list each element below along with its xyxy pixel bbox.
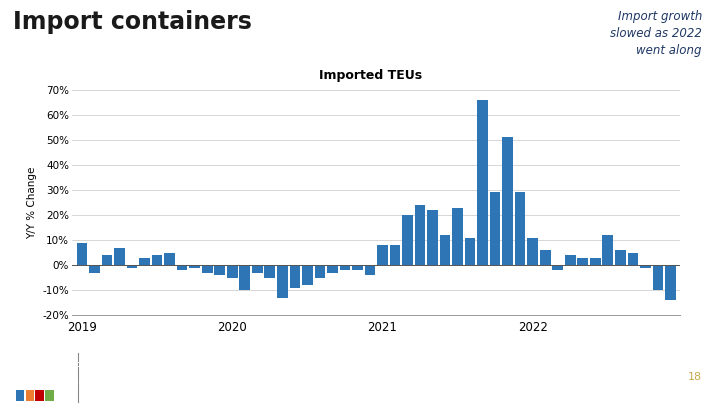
Bar [628, 253, 638, 265]
Bar [16, 390, 24, 401]
Bar [377, 245, 388, 265]
Bar [164, 253, 175, 265]
Bar [189, 265, 200, 268]
Bar [139, 258, 150, 265]
Bar [652, 265, 663, 290]
Bar [640, 265, 651, 268]
Text: Imported TEUs: Imported TEUs [319, 69, 423, 82]
Bar [540, 250, 551, 265]
Bar [440, 235, 451, 265]
Text: FTR: FTR [16, 365, 48, 380]
Bar [615, 250, 626, 265]
Bar [302, 265, 312, 285]
Bar [289, 265, 300, 288]
Bar [477, 100, 488, 265]
Bar [527, 238, 538, 265]
Bar [102, 255, 112, 265]
Text: Transportation: Transportation [52, 360, 108, 369]
Bar [26, 390, 35, 401]
Bar [452, 208, 463, 265]
Bar [252, 265, 263, 273]
Bar [202, 265, 212, 273]
Text: Import containers: Import containers [13, 10, 252, 34]
Bar [590, 258, 600, 265]
Bar [415, 205, 426, 265]
Bar [77, 243, 87, 265]
Bar [352, 265, 363, 270]
Bar [364, 265, 375, 275]
Text: Source: Port reports: Source: Port reports [85, 362, 189, 372]
Bar [665, 265, 675, 300]
Bar [227, 265, 238, 278]
Bar [45, 390, 53, 401]
Bar [127, 265, 138, 268]
Bar [327, 265, 338, 273]
Bar [277, 265, 287, 298]
Bar [89, 265, 100, 273]
Bar [35, 390, 44, 401]
Text: Intelligence®: Intelligence® [52, 378, 104, 387]
Bar [565, 255, 575, 265]
Bar [402, 215, 413, 265]
Bar [552, 265, 563, 270]
Text: Analysis By: FTR Intermodal Service: Analysis By: FTR Intermodal Service [85, 383, 272, 393]
Bar [177, 265, 187, 270]
Bar [152, 255, 163, 265]
Bar [114, 247, 125, 265]
Bar [240, 265, 250, 290]
Bar [603, 235, 613, 265]
Bar [465, 238, 475, 265]
Bar [490, 193, 500, 265]
Bar [577, 258, 588, 265]
Bar [264, 265, 275, 278]
Bar [215, 265, 225, 275]
Text: 18: 18 [688, 372, 702, 383]
Bar [315, 265, 325, 278]
Bar [390, 245, 400, 265]
Bar [340, 265, 350, 270]
Bar [503, 137, 513, 265]
Y-axis label: Y/Y % Change: Y/Y % Change [27, 166, 37, 239]
Text: Import growth
slowed as 2022
went along: Import growth slowed as 2022 went along [610, 10, 702, 57]
Bar [427, 210, 438, 265]
Bar [515, 193, 526, 265]
